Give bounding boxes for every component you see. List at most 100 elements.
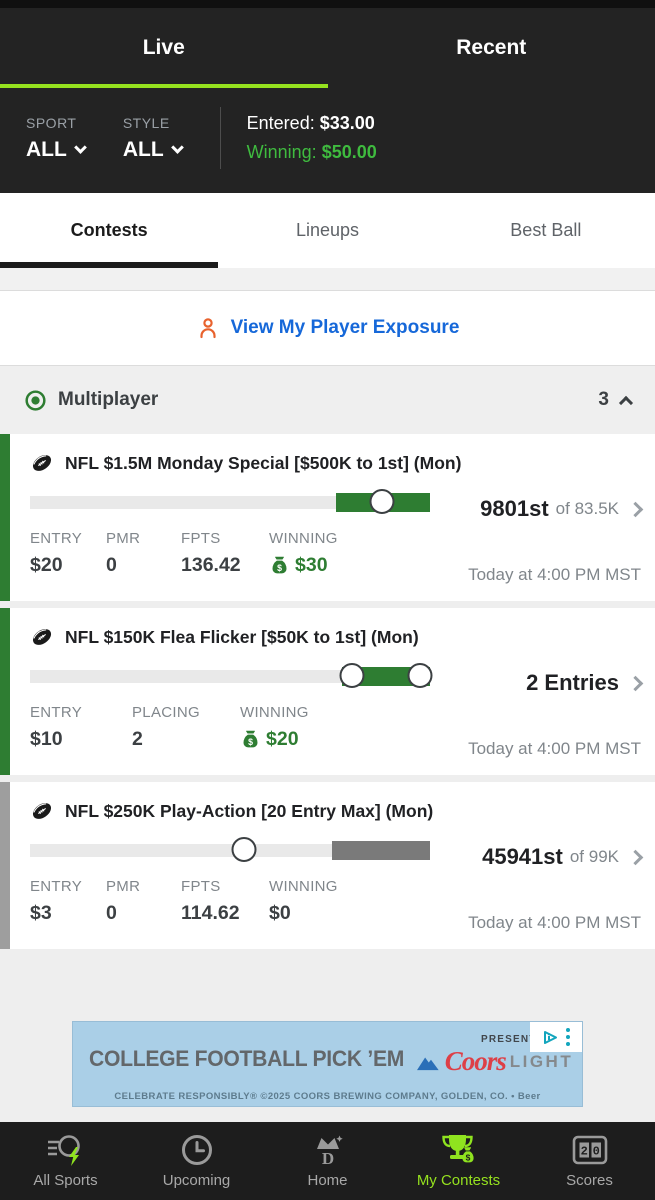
contest-start-time: Today at 4:00 PM MST	[468, 565, 641, 584]
stat-winning: WINNING $0	[269, 878, 338, 924]
rank-row[interactable]: 45941st of 99K	[482, 844, 644, 870]
contest-title: NFL $250K Play-Action [20 Entry Max] (Mo…	[65, 800, 434, 821]
ad-disclaimer: CELEBRATE RESPONSIBLY® ©2025 COORS BREWI…	[114, 1091, 541, 1102]
stat-entry: ENTRY $3	[30, 878, 83, 924]
stats-row: ENTRY $10 PLACING 2 WINNING $ $20	[30, 704, 655, 751]
trophy-money-icon: $	[441, 1135, 474, 1163]
contest-title: NFL $150K Flea Flicker [$50K to 1st] (Mo…	[65, 626, 419, 647]
filter-row: SPORT ALL STYLE ALL Entered: $33.00 Winn…	[0, 88, 655, 188]
exposure-link-label: View My Player Exposure	[230, 317, 460, 338]
tab-lineups[interactable]: Lineups	[295, 220, 360, 240]
multiplayer-group-header[interactable]: Multiplayer 3	[0, 366, 655, 434]
stat-fpts: FPTS 136.42	[181, 530, 241, 576]
rank-row[interactable]: 2 Entries	[526, 670, 644, 696]
stat-winning: WINNING $ $20	[240, 704, 309, 750]
contest-card[interactable]: NFL $1.5M Monday Special [$500K to 1st] …	[0, 434, 655, 601]
svg-text:$: $	[465, 1153, 470, 1163]
active-section-underline	[0, 262, 218, 268]
winning-amount: Winning: $50.00	[246, 142, 377, 162]
nav-label: Upcoming	[162, 1172, 231, 1189]
placement-progress-bar	[30, 662, 433, 690]
sport-filter[interactable]: SPORT ALL	[26, 115, 87, 162]
football-icon	[32, 629, 52, 645]
chevron-right-icon	[627, 849, 644, 865]
style-filter-value: ALL	[122, 137, 164, 161]
record-icon	[25, 389, 46, 411]
stats-row: ENTRY $20 PMR 0 FPTS 136.42 WINNING $ $3…	[30, 530, 655, 577]
contest-title: NFL $1.5M Monday Special [$500K to 1st] …	[65, 452, 462, 473]
rank-value: 9801st	[480, 496, 549, 521]
stats-row: ENTRY $3 PMR 0 FPTS 114.62 WINNING $0	[30, 878, 655, 925]
nav-my-contests[interactable]: $ My Contests	[393, 1122, 524, 1200]
active-tab-underline	[0, 84, 328, 88]
collapse-group-control[interactable]: 3	[598, 389, 634, 411]
tab-live[interactable]: Live	[142, 36, 185, 59]
stat-entry: ENTRY $20	[30, 530, 83, 576]
svg-text:$: $	[248, 737, 253, 747]
contest-card[interactable]: NFL $250K Play-Action [20 Entry Max] (Mo…	[0, 782, 655, 949]
money-bag-icon: $	[272, 556, 287, 574]
sports-search-icon	[47, 1135, 80, 1166]
mountain-icon	[417, 1056, 439, 1070]
svg-text:$: $	[277, 563, 282, 573]
nav-label: Home	[307, 1172, 348, 1189]
progress-marker	[407, 663, 433, 688]
sport-filter-value: ALL	[26, 137, 67, 161]
stat-fpts: FPTS 114.62	[181, 878, 240, 924]
tab-recent[interactable]: Recent	[456, 36, 527, 59]
svg-text:D: D	[321, 1149, 333, 1167]
nav-label: My Contests	[416, 1172, 501, 1189]
football-icon	[32, 455, 52, 471]
clock-icon	[181, 1135, 212, 1165]
nav-upcoming[interactable]: Upcoming	[131, 1122, 262, 1200]
adchoices-icon	[543, 1030, 557, 1044]
ad-headline: COLLEGE FOOTBALL PICK ’EM	[89, 1046, 405, 1071]
lower-area: COLLEGE FOOTBALL PICK ’EM PRESENTED BY C…	[0, 956, 655, 1121]
status-bar	[0, 0, 655, 8]
svg-text:0: 0	[592, 1145, 599, 1159]
stat-winning: WINNING $ $30	[269, 530, 338, 576]
card-accent-bar	[0, 782, 10, 949]
progress-marker	[369, 489, 395, 514]
placement-progress-bar	[30, 836, 430, 864]
chevron-down-icon	[73, 141, 87, 154]
nav-label: Scores	[566, 1172, 613, 1189]
header: Live Recent SPORT ALL STYLE ALL Entered:…	[0, 8, 655, 193]
contest-type-tabs: Contests Lineups Best Ball	[0, 193, 655, 268]
contest-card[interactable]: NFL $150K Flea Flicker [$50K to 1st] (Mo…	[0, 608, 655, 775]
card-accent-bar	[0, 608, 10, 775]
tab-best-ball[interactable]: Best Ball	[510, 220, 582, 240]
group-title: Multiplayer	[58, 389, 159, 410]
rank-row[interactable]: 9801st of 83.5K	[480, 496, 644, 522]
nav-all-sports[interactable]: All Sports	[0, 1122, 131, 1200]
tab-contests[interactable]: Contests	[70, 220, 148, 240]
placement-progress-bar	[30, 488, 430, 516]
card-accent-bar	[0, 434, 10, 601]
stat-placing: PLACING 2	[132, 704, 200, 750]
nav-label: All Sports	[33, 1172, 98, 1189]
person-icon	[199, 318, 216, 339]
view-player-exposure-link[interactable]: View My Player Exposure	[0, 291, 655, 366]
stat-pmr: PMR 0	[106, 530, 141, 576]
scoreboard-icon: 2 0	[572, 1135, 607, 1165]
svg-text:2: 2	[580, 1145, 587, 1159]
entry-summary: Entered: $33.00 Winning: $50.00	[247, 109, 377, 167]
chevron-down-icon	[170, 141, 184, 154]
ad-menu-dots-icon	[565, 1028, 570, 1046]
contest-start-time: Today at 4:00 PM MST	[468, 739, 641, 758]
nav-scores[interactable]: 2 0 Scores	[524, 1122, 655, 1200]
bottom-navigation: All Sports Upcoming D Home $ My Contests	[0, 1122, 655, 1200]
chevron-right-icon	[627, 675, 644, 691]
style-filter[interactable]: STYLE ALL	[122, 115, 184, 162]
ad-choices-button[interactable]	[530, 1022, 582, 1052]
entries-count: 2 Entries	[526, 670, 619, 695]
progress-marker	[231, 837, 257, 862]
rank-total: of 99K	[569, 847, 619, 866]
chevron-right-icon	[627, 501, 644, 517]
rank-total: of 83.5K	[555, 499, 619, 518]
entered-amount: Entered: $33.00	[246, 113, 375, 133]
nav-home[interactable]: D Home	[262, 1122, 393, 1200]
ad-banner[interactable]: COLLEGE FOOTBALL PICK ’EM PRESENTED BY C…	[72, 1021, 583, 1107]
chevron-up-icon	[618, 395, 634, 410]
stat-pmr: PMR 0	[106, 878, 141, 924]
